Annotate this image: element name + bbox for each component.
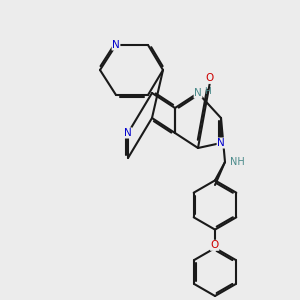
Text: NH: NH [230, 157, 245, 167]
Text: N: N [112, 40, 120, 50]
Text: O: O [206, 74, 214, 83]
Text: O: O [211, 240, 219, 250]
Text: N: N [217, 138, 225, 148]
Text: N: N [124, 128, 132, 138]
Text: H: H [204, 87, 211, 96]
Text: N: N [194, 88, 202, 98]
